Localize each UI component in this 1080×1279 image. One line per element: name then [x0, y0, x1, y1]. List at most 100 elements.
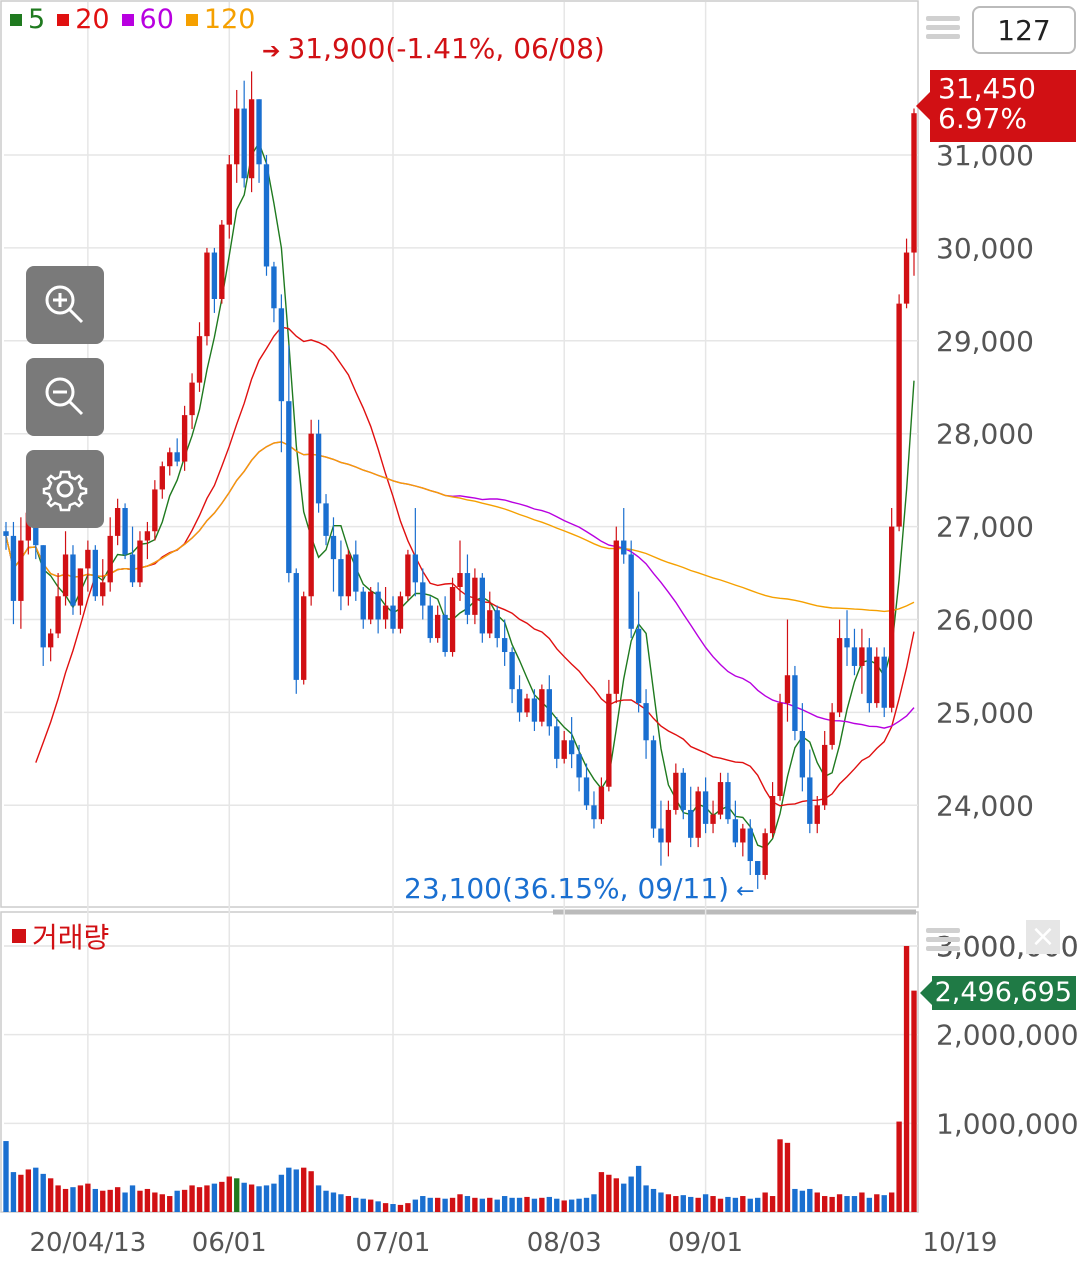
volume-bar — [107, 1189, 113, 1212]
volume-bar — [762, 1192, 768, 1212]
volume-bar — [271, 1183, 277, 1212]
volume-bar — [114, 1187, 121, 1212]
candle-body — [576, 754, 582, 778]
candle-body — [167, 452, 173, 467]
candle-body — [330, 535, 337, 560]
legend-swatch-20 — [57, 13, 70, 26]
volume-bar — [866, 1197, 873, 1212]
high-price-label: ➔ 31,900(-1.41%, 06/08) — [262, 32, 605, 65]
volume-bar — [606, 1174, 612, 1212]
volume-bar — [3, 1141, 9, 1212]
candle-body — [25, 512, 32, 541]
candle-body — [144, 531, 151, 541]
volume-bar — [673, 1196, 679, 1212]
candle-body — [241, 108, 247, 179]
price-tick-label: 29,000 — [936, 325, 1034, 358]
moving-average-legend: 5 20 60 120 — [10, 4, 255, 35]
candle-body — [420, 582, 426, 606]
volume-bar — [464, 1196, 471, 1212]
candle-body — [762, 833, 768, 875]
volume-bar — [903, 946, 910, 1212]
volume-bar — [353, 1197, 359, 1212]
candle-body — [397, 596, 404, 629]
candle-body — [606, 693, 612, 787]
volume-bar — [635, 1165, 642, 1212]
legend-swatch-5 — [10, 13, 22, 26]
settings-button[interactable] — [26, 450, 104, 528]
zoom-out-button[interactable] — [26, 358, 104, 436]
candle-body — [836, 638, 843, 713]
candle-body — [628, 554, 634, 629]
volume-bar — [628, 1176, 634, 1212]
zoom-in-button[interactable] — [26, 266, 104, 344]
volume-bar — [92, 1188, 98, 1212]
candle-body — [353, 554, 359, 592]
chart-grid — [0, 0, 919, 1213]
candle-body — [546, 689, 552, 727]
candle-body — [100, 582, 106, 597]
volume-bar — [717, 1198, 724, 1212]
candle-body — [814, 805, 820, 824]
candle-body — [650, 740, 657, 829]
candle-body — [635, 628, 642, 704]
low-price-text: 23,100(36.15%, 09/11) — [404, 872, 730, 905]
volume-bar — [397, 1204, 404, 1212]
volume-bar — [576, 1198, 582, 1212]
price-axis: 24,000 25,000 26,000 27,000 28,000 29,000 30,0… — [936, 139, 1034, 822]
volume-bar — [62, 1188, 69, 1212]
candle-body — [501, 638, 508, 653]
candle-body — [40, 545, 46, 648]
volume-bar — [472, 1197, 478, 1212]
candle-body — [725, 782, 731, 820]
volume-bar — [129, 1185, 136, 1212]
volume-bar — [769, 1196, 776, 1212]
candle-body — [219, 224, 225, 299]
candle-body — [85, 549, 91, 569]
volume-bars — [3, 946, 917, 1212]
volume-bar — [25, 1169, 32, 1212]
candle-body — [464, 573, 471, 615]
candle-body — [390, 605, 396, 629]
volume-bar — [427, 1197, 433, 1212]
volume-bar — [420, 1196, 426, 1212]
candle-body — [129, 554, 136, 583]
volume-bar — [137, 1190, 143, 1212]
legend-label-120: 120 — [203, 4, 256, 35]
volume-close-icon[interactable]: × — [1026, 920, 1060, 954]
price-menu-icon[interactable] — [926, 12, 960, 46]
candle-body — [412, 554, 419, 583]
volume-bar — [479, 1198, 486, 1212]
candle-body — [665, 809, 672, 843]
candle-body — [92, 549, 98, 597]
volume-bar — [85, 1183, 91, 1212]
volume-bar — [844, 1196, 850, 1212]
candle-body — [658, 828, 664, 843]
candle-body — [807, 777, 813, 824]
volume-bar — [286, 1167, 292, 1212]
volume-bar — [554, 1198, 560, 1212]
candle-body — [360, 591, 366, 620]
volume-bar — [539, 1197, 545, 1212]
volume-bar — [405, 1203, 411, 1212]
volume-bar — [501, 1196, 508, 1212]
candle-body — [673, 772, 679, 810]
volume-bar — [680, 1195, 686, 1212]
candle-count-input[interactable]: 127 — [972, 6, 1076, 54]
price-panel-frame — [0, 0, 919, 908]
candle-body — [293, 573, 299, 680]
candle-body — [234, 108, 240, 165]
volume-bar — [55, 1185, 61, 1212]
date-tick-label: 20/04/13 — [29, 1228, 146, 1258]
candle-body — [822, 744, 828, 806]
candle-body — [859, 647, 865, 666]
volume-menu-icon[interactable] — [926, 924, 960, 958]
volume-bar — [836, 1194, 843, 1212]
volume-bar — [368, 1199, 374, 1212]
candle-body — [680, 772, 686, 810]
legend-label-5: 5 — [28, 4, 46, 35]
price-tick-label: 25,000 — [936, 696, 1034, 729]
volume-bar — [881, 1195, 887, 1212]
candle-body — [866, 647, 873, 704]
candle-body — [561, 740, 567, 759]
